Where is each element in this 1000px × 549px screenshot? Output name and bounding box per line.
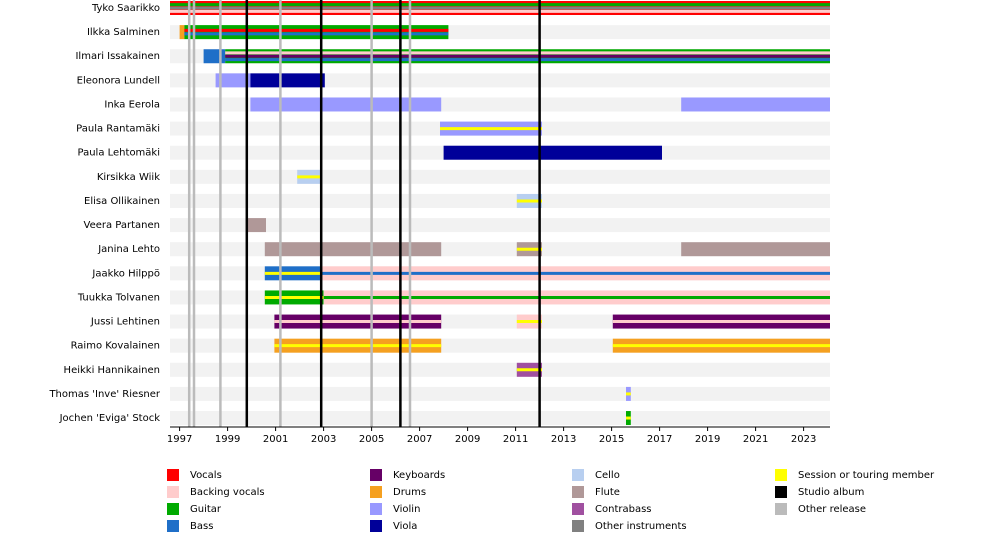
x-tick-label: 2023 [791, 434, 816, 445]
legend-swatch [167, 469, 179, 481]
x-tick-label: 2015 [599, 434, 624, 445]
row-band [170, 218, 830, 233]
row-band [170, 73, 830, 88]
legend-label: Drums [393, 487, 426, 498]
x-tick-label: 2003 [311, 434, 336, 445]
member-name: Heikki Hannikainen [64, 365, 160, 376]
member-name: Jussi Lehtinen [90, 317, 160, 328]
x-tick-label: 2007 [407, 434, 432, 445]
membership-bar [264, 242, 442, 257]
legend-swatch [370, 486, 382, 498]
x-tick-label: 2017 [647, 434, 672, 445]
x-tick-label: 1999 [215, 434, 240, 445]
membership-bar [203, 49, 226, 64]
legend-swatch [775, 486, 787, 498]
legend-swatch [370, 469, 382, 481]
member-name: Thomas 'Inve' Riesner [48, 389, 160, 400]
x-tick-label: 2005 [359, 434, 384, 445]
x-tick-label: 2011 [503, 434, 528, 445]
legend-swatch [572, 520, 584, 532]
x-tick-label: 1997 [167, 434, 192, 445]
legend-swatch [370, 503, 382, 515]
legend-label: Bass [190, 521, 213, 532]
x-tick-label: 2001 [263, 434, 288, 445]
member-name: Janina Lehto [97, 244, 160, 255]
member-name: Tuukka Tolvanen [77, 292, 160, 303]
membership-bar [246, 218, 266, 233]
row-band [170, 411, 830, 426]
member-name: Paula Lehtomäki [78, 148, 161, 159]
member-name: Eleonora Lundell [77, 75, 160, 86]
member-name: Jaakko Hilppö [91, 268, 160, 279]
legend-swatch [167, 486, 179, 498]
row-band [170, 386, 830, 401]
legend-label: Studio album [798, 487, 864, 498]
member-name: Elisa Ollikainen [84, 196, 160, 207]
row-band [170, 169, 830, 184]
legend-label: Guitar [190, 504, 222, 515]
legend-label: Other instruments [595, 521, 687, 532]
legend-label: Keyboards [393, 470, 445, 481]
membership-bar [250, 73, 325, 88]
legend-swatch [572, 486, 584, 498]
legend-swatch [572, 503, 584, 515]
legend-swatch [775, 469, 787, 481]
legend-swatch [370, 520, 382, 532]
membership-bar [250, 97, 442, 112]
legend-label: Contrabass [595, 504, 652, 515]
legend-swatch [572, 469, 584, 481]
legend-label: Session or touring member [798, 470, 935, 481]
member-name: Kirsikka Wiik [97, 172, 160, 183]
membership-bar [681, 242, 830, 257]
x-tick-label: 2021 [743, 434, 768, 445]
row-band [170, 193, 830, 208]
legend-swatch [775, 503, 787, 515]
membership-bar [184, 25, 449, 40]
member-name: Tyko Saarikko [91, 3, 160, 14]
x-tick-label: 2019 [695, 434, 720, 445]
row-band [170, 362, 830, 377]
legend-label: Viola [393, 521, 417, 532]
x-tick-label: 2009 [455, 434, 480, 445]
legend-label: Backing vocals [190, 487, 265, 498]
membership-bar [443, 145, 662, 160]
membership-bar [179, 25, 185, 40]
member-name: Ilkka Salminen [87, 27, 160, 38]
legend-label: Cello [595, 470, 620, 481]
legend-swatch [167, 520, 179, 532]
member-name: Ilmari Issakainen [75, 51, 160, 62]
member-name: Jochen 'Eviga' Stock [59, 413, 161, 424]
legend-swatch [167, 503, 179, 515]
legend-label: Other release [798, 504, 866, 515]
member-name: Veera Partanen [84, 220, 160, 231]
member-name: Inka Eerola [104, 99, 160, 110]
member-name: Raimo Kovalainen [71, 341, 160, 352]
member-name: Paula Rantamäki [76, 124, 160, 135]
membership-bar [681, 97, 830, 112]
legend-label: Vocals [190, 470, 222, 481]
legend-label: Violin [393, 504, 420, 515]
x-tick-label: 2013 [551, 434, 576, 445]
membership-bar [215, 73, 251, 88]
legend-label: Flute [595, 487, 620, 498]
